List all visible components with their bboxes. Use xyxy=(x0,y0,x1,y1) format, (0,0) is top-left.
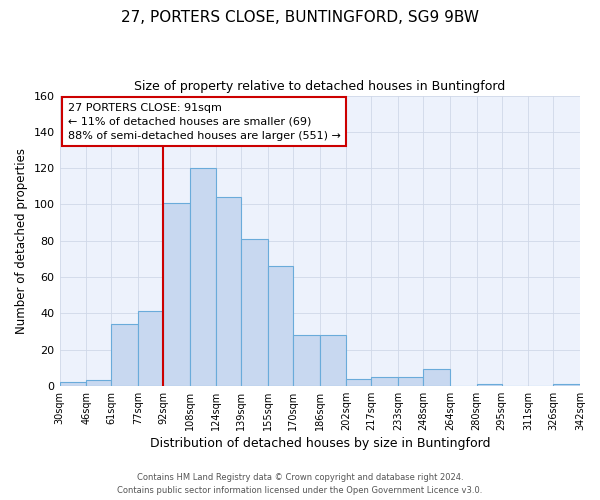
Bar xyxy=(86,380,111,386)
Bar xyxy=(111,324,138,386)
Bar xyxy=(241,239,268,386)
Bar xyxy=(163,202,190,386)
Title: Size of property relative to detached houses in Buntingford: Size of property relative to detached ho… xyxy=(134,80,505,93)
Bar xyxy=(398,376,423,386)
X-axis label: Distribution of detached houses by size in Buntingford: Distribution of detached houses by size … xyxy=(149,437,490,450)
Bar xyxy=(138,312,163,386)
Text: 27 PORTERS CLOSE: 91sqm
← 11% of detached houses are smaller (69)
88% of semi-de: 27 PORTERS CLOSE: 91sqm ← 11% of detache… xyxy=(68,103,341,141)
Bar xyxy=(217,197,241,386)
Bar xyxy=(190,168,217,386)
Text: 27, PORTERS CLOSE, BUNTINGFORD, SG9 9BW: 27, PORTERS CLOSE, BUNTINGFORD, SG9 9BW xyxy=(121,10,479,25)
Bar xyxy=(320,335,346,386)
Bar xyxy=(268,266,293,386)
Bar xyxy=(476,384,502,386)
Bar xyxy=(553,384,580,386)
Bar xyxy=(371,376,398,386)
Bar xyxy=(293,335,320,386)
Bar xyxy=(423,370,450,386)
Y-axis label: Number of detached properties: Number of detached properties xyxy=(15,148,28,334)
Text: Contains HM Land Registry data © Crown copyright and database right 2024.
Contai: Contains HM Land Registry data © Crown c… xyxy=(118,474,482,495)
Bar xyxy=(346,378,371,386)
Bar xyxy=(59,382,86,386)
